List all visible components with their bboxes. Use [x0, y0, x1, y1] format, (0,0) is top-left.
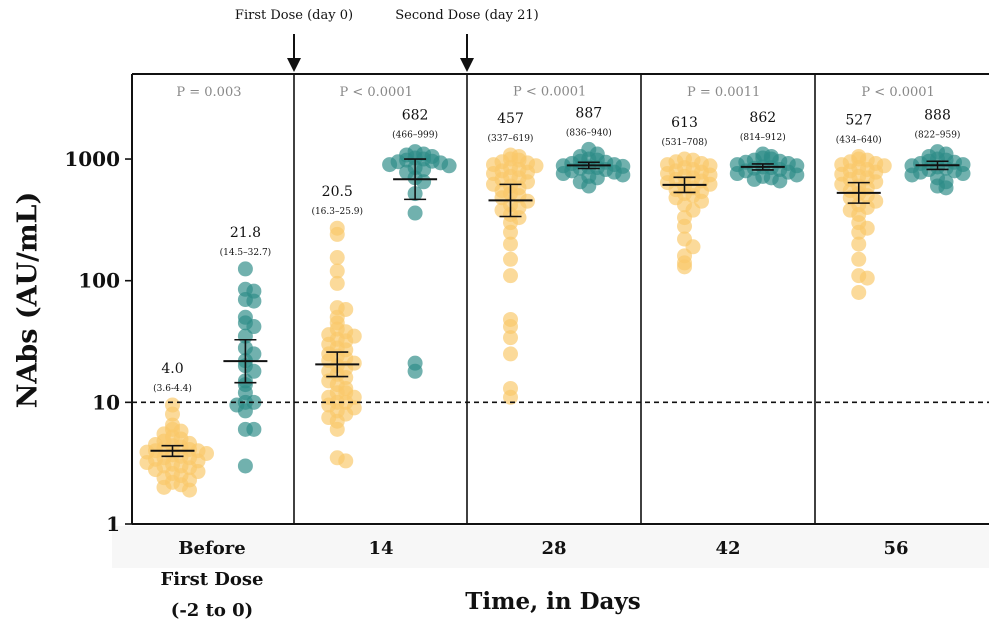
category-label-14: 14 — [368, 538, 394, 559]
mean-value-label: 457 — [497, 111, 524, 127]
data-point — [904, 167, 920, 183]
data-point — [182, 482, 197, 498]
category-label-line: (-2 to 0) — [170, 600, 254, 621]
data-point — [851, 224, 867, 240]
data-point — [165, 406, 180, 422]
x-axis-band — [112, 526, 989, 568]
mean-value-label: 862 — [749, 110, 776, 126]
ci-value-label: (3.6-4.4) — [153, 383, 192, 394]
plot-frame — [131, 73, 989, 525]
mean-value-label: 4.0 — [161, 361, 183, 377]
data-point — [789, 167, 805, 183]
data-point — [503, 224, 518, 240]
y-tick-label: 100 — [78, 269, 120, 293]
data-point — [329, 421, 345, 437]
p-value-label: P < 0.0001 — [861, 85, 934, 100]
data-point — [382, 157, 398, 173]
data-points — [139, 141, 971, 498]
data-point — [441, 158, 457, 174]
category-label-line: Before — [178, 538, 246, 559]
y-tick-label: 1 — [106, 512, 120, 536]
data-point — [329, 263, 345, 279]
data-point — [677, 218, 692, 234]
y-tick-label: 10 — [92, 390, 120, 414]
data-point — [237, 261, 253, 277]
p-value-label: P < 0.0001 — [513, 84, 586, 99]
ci-value-label: (337–619) — [488, 133, 534, 144]
mean-value-label: 682 — [402, 108, 429, 124]
data-point — [329, 226, 345, 242]
mean-value-label: 20.5 — [322, 184, 353, 200]
y-tick-label: 1000 — [64, 147, 120, 171]
ci-value-label: (836–940) — [566, 127, 612, 138]
first-dose-label: First Dose (day 0) — [234, 8, 354, 23]
ci-value-label: (531–708) — [662, 137, 708, 148]
data-point — [851, 251, 867, 267]
data-point — [772, 173, 788, 189]
p-value-label: P = 0.0011 — [687, 85, 760, 100]
category-label-line: First Dose — [160, 569, 264, 590]
data-point — [156, 479, 172, 495]
data-point — [503, 389, 518, 405]
data-point — [237, 403, 253, 419]
data-point — [503, 330, 518, 346]
data-point — [246, 363, 262, 379]
ci-value-label: (434–640) — [836, 134, 882, 145]
data-point — [615, 167, 631, 183]
category-label-56: 56 — [883, 538, 909, 559]
data-point — [407, 205, 423, 221]
data-point — [246, 293, 262, 309]
mean-value-label: 613 — [671, 115, 698, 131]
data-point — [338, 453, 354, 469]
category-label-before: Before First Dose (-2 to 0) — [160, 533, 263, 626]
mean-value-label: 527 — [845, 112, 872, 128]
data-point — [746, 171, 762, 187]
category-label-28: 28 — [541, 538, 567, 559]
data-point — [851, 236, 867, 252]
data-point — [555, 166, 571, 182]
y-axis: 1 10 100 1000 — [64, 147, 132, 536]
data-point — [503, 251, 518, 267]
ci-value-label: (822–959) — [915, 130, 961, 141]
data-point — [581, 178, 597, 194]
ci-value-label: (814–912) — [740, 132, 786, 143]
mean-value-label: 887 — [575, 105, 602, 121]
data-point — [503, 236, 518, 252]
data-point — [851, 284, 867, 300]
data-point — [503, 268, 518, 284]
dose-markers — [287, 34, 474, 72]
dose-arrow-head — [287, 58, 301, 72]
data-point — [729, 166, 745, 182]
data-point — [329, 250, 345, 266]
data-point — [503, 346, 518, 362]
summary-stats: 4.0 (3.6-4.4) 21.8 (14.5–32.7) P = 0.003 20.5… — [150, 84, 961, 458]
y-axis-title: NAbs (AU/mL) — [12, 191, 44, 409]
second-dose-label: Second Dose (day 21) — [395, 8, 539, 23]
data-point — [677, 259, 692, 275]
data-point — [237, 458, 253, 474]
category-label-42: 42 — [715, 538, 741, 559]
data-point — [329, 275, 345, 291]
x-axis-title: Time, in Days — [465, 588, 641, 615]
data-point — [955, 166, 971, 182]
data-point — [246, 421, 262, 437]
data-point — [503, 319, 518, 335]
mean-value-label: 888 — [924, 108, 951, 124]
data-point — [859, 270, 875, 286]
p-value-label: P = 0.003 — [176, 85, 241, 100]
mean-value-label: 21.8 — [230, 225, 261, 241]
dose-arrow-head — [460, 58, 474, 72]
data-point — [407, 363, 423, 379]
p-value-label: P < 0.0001 — [339, 85, 412, 100]
data-point — [246, 319, 262, 335]
data-point — [938, 180, 954, 196]
ci-value-label: (14.5–32.7) — [220, 247, 272, 258]
ci-value-label: (16.3–25.9) — [311, 206, 363, 217]
data-point — [416, 174, 432, 190]
ci-value-label: (466–999) — [392, 130, 438, 141]
